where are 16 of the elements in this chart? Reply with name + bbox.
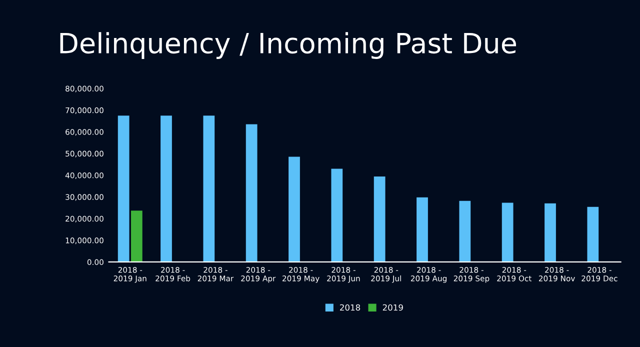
legend-label: 2019 [382,304,403,311]
bar [587,206,599,262]
bar [544,203,556,262]
chart-title: Delinquency / Incoming Past Due [60,32,516,59]
bar [118,116,130,262]
bar [502,202,514,262]
bar [203,116,215,262]
bar [416,197,428,262]
legend-label: 2018 [340,304,360,311]
bar [459,200,471,262]
bar [331,168,343,262]
bar [374,176,386,262]
bar [288,156,300,262]
bar [130,210,142,262]
bar [246,124,258,262]
bar [160,116,172,262]
